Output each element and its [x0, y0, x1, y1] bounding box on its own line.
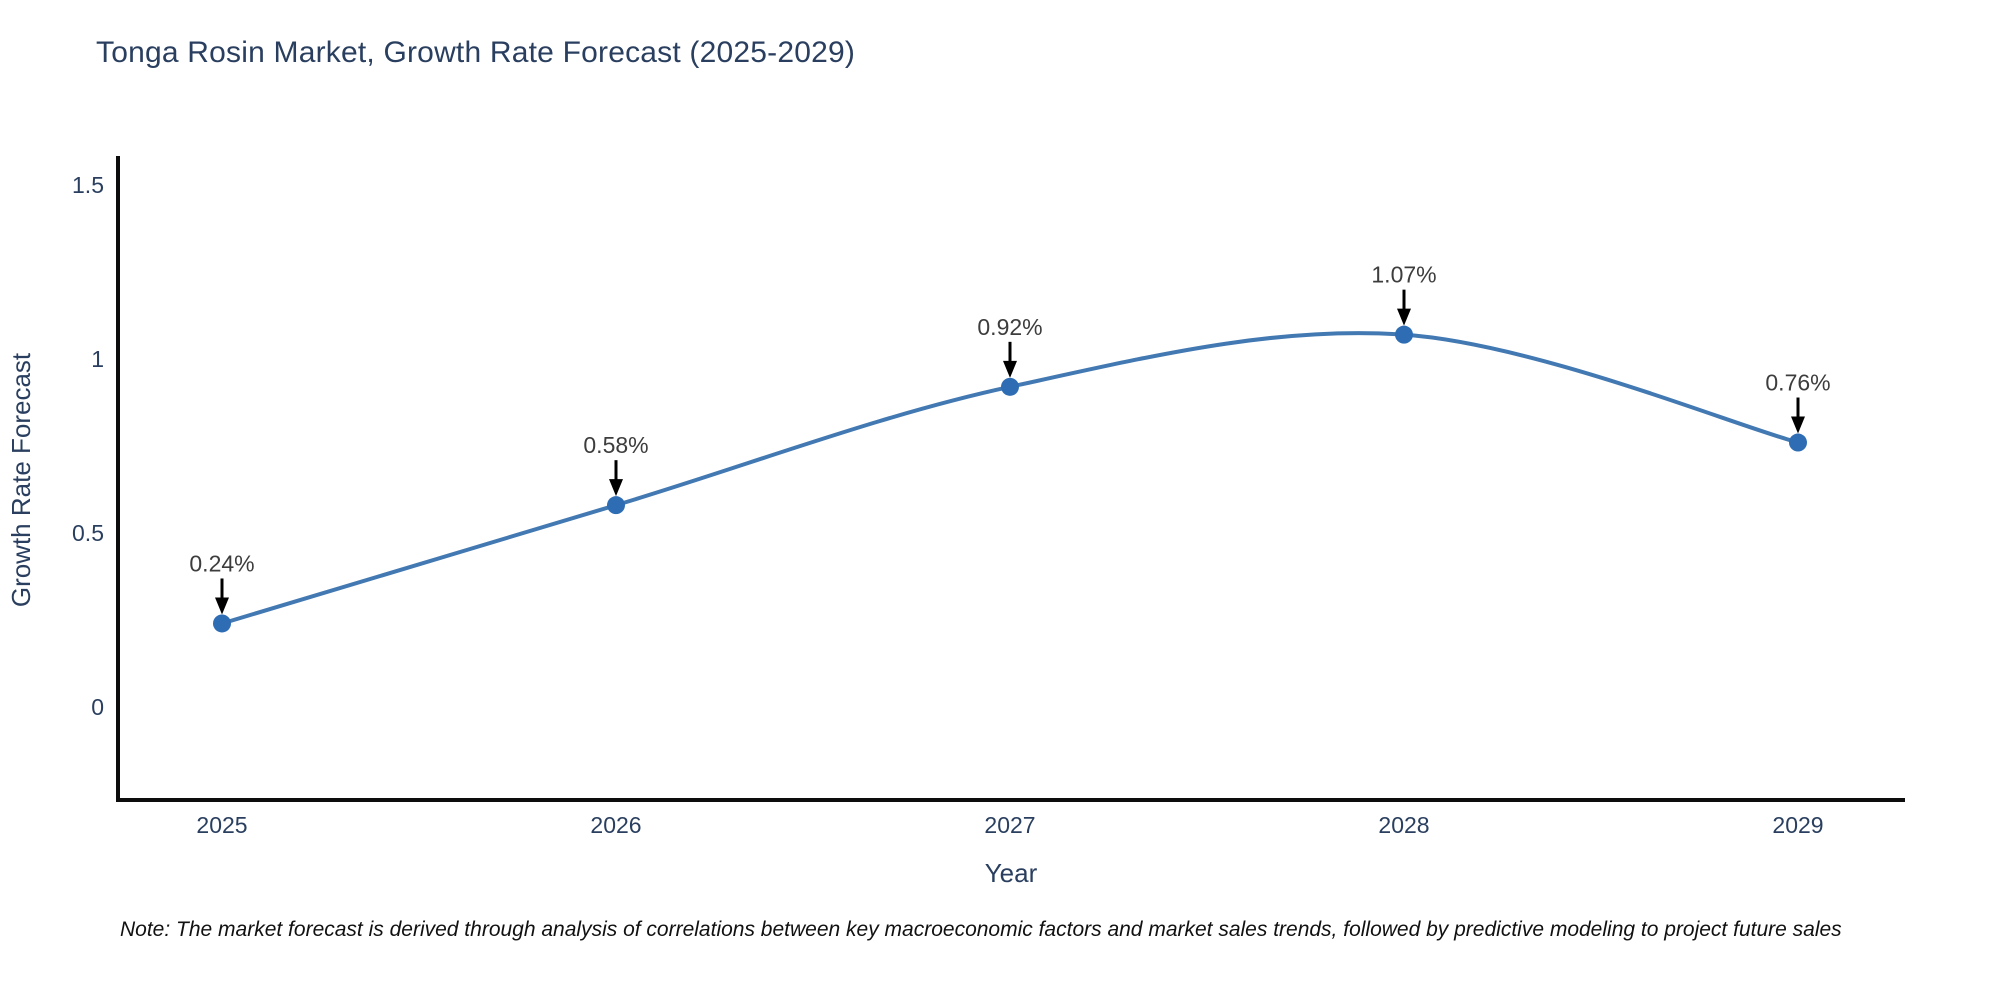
- data-point-label: 1.07%: [1371, 262, 1436, 288]
- x-tick-label: 2029: [1772, 812, 1823, 838]
- y-tick-label: 1.5: [72, 172, 104, 198]
- x-tick-label: 2027: [984, 812, 1035, 838]
- y-axis-title: Growth Rate Forecast: [6, 352, 36, 607]
- data-point-label: 0.76%: [1765, 370, 1830, 396]
- x-tick-label: 2028: [1378, 812, 1429, 838]
- x-axis-title: Year: [985, 858, 1038, 888]
- annotation-arrowhead-icon: [215, 597, 229, 615]
- data-points: [213, 325, 1807, 633]
- data-point: [1789, 433, 1807, 452]
- data-point: [607, 496, 625, 515]
- x-tick-label: 2025: [196, 812, 247, 838]
- data-point: [1001, 377, 1019, 396]
- y-tick-label: 0.5: [72, 520, 104, 546]
- annotation-arrowhead-icon: [1791, 416, 1805, 434]
- footnote: Note: The market forecast is derived thr…: [120, 918, 1842, 941]
- annotation-arrowhead-icon: [1003, 360, 1017, 378]
- y-tick-label: 1: [91, 346, 104, 372]
- annotation-arrowhead-icon: [1397, 308, 1411, 326]
- data-point-label: 0.92%: [977, 314, 1042, 340]
- data-point: [1395, 325, 1413, 344]
- chart-title: Tonga Rosin Market, Growth Rate Forecast…: [96, 36, 856, 69]
- data-point: [213, 614, 231, 633]
- data-point-label: 0.58%: [583, 432, 648, 458]
- x-tick-labels: 2025 2026 2027 2028 2029: [196, 812, 1823, 838]
- data-point-label: 0.24%: [189, 550, 254, 576]
- annotation-arrowhead-icon: [609, 479, 623, 497]
- x-tick-label: 2026: [590, 812, 641, 838]
- y-tick-labels: 0 0.5 1 1.5: [72, 172, 104, 720]
- data-annotations: 0.24% 0.58% 0.92% 1.07% 0.76%: [189, 262, 1831, 615]
- y-tick-label: 0: [91, 694, 104, 720]
